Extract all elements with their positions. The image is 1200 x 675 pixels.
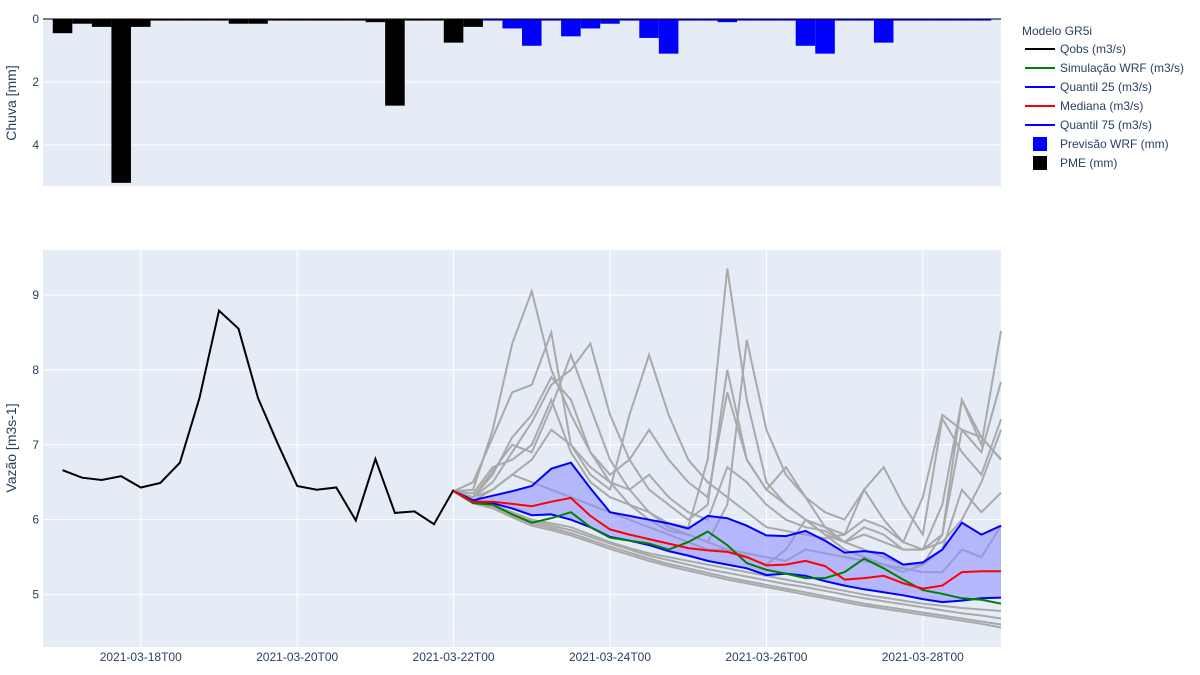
wrf-rain-bar	[639, 19, 659, 38]
wrf-rain-bar	[834, 19, 855, 21]
wrf-rain-bar	[678, 19, 698, 21]
median-line	[453, 490, 1001, 590]
legend-box-swatch	[1033, 156, 1047, 170]
wrf-rain-bar	[482, 19, 503, 21]
flow-y-tick-label: 9	[32, 288, 39, 302]
wrf-rain-bar	[717, 19, 738, 23]
ensemble-member-line	[453, 375, 1002, 551]
pme-bar	[228, 19, 249, 24]
flow-x-tick-label: 2021-03-24T00	[569, 650, 651, 664]
quantile-band	[453, 462, 1002, 603]
legend-entry[interactable]: Quantil 25 (m3/s)	[1025, 80, 1152, 94]
pme-bar	[209, 19, 229, 21]
wrf-rain-bar	[971, 19, 992, 21]
rain-y-axis-title: Chuva [mm]	[3, 65, 19, 140]
pme-bar	[170, 19, 190, 21]
ensemble-member-line	[453, 287, 1002, 544]
flow-y-tick-label: 5	[32, 588, 39, 602]
pme-bar	[287, 19, 307, 21]
pme-bar	[404, 19, 425, 21]
wrf-rain-bar	[776, 19, 796, 21]
pme-bar	[365, 19, 386, 23]
pme-bar	[72, 19, 92, 24]
legend-box-swatch	[1033, 137, 1047, 151]
pme-bar	[463, 19, 483, 27]
legend-entry[interactable]: Quantil 75 (m3/s)	[1025, 118, 1152, 132]
flow-y-tick-label: 7	[32, 438, 39, 452]
flow-y-axis-title: Vazão [m3s-1]	[3, 403, 19, 492]
wrf-rain-bar	[697, 19, 718, 21]
flow-x-tick-label: 2021-03-28T00	[882, 650, 964, 664]
legend-label: Simulação WRF (m3/s)	[1060, 61, 1184, 75]
pme-bar	[306, 19, 327, 21]
rain-plot-area	[43, 19, 1001, 186]
flow-x-tick-label: 2021-03-18T00	[100, 650, 182, 664]
q25-line	[453, 490, 1002, 604]
ensemble-member-line	[453, 490, 1002, 626]
pme-bar	[385, 19, 405, 106]
wrf-rain-bar	[502, 19, 522, 29]
legend-label: Previsão WRF (mm)	[1060, 137, 1169, 151]
ensemble-member-line	[453, 490, 1002, 620]
legend-entry[interactable]: Previsão WRF (mm)	[1033, 137, 1169, 151]
pme-bar	[346, 19, 366, 21]
wrf-rain-bar	[561, 19, 581, 37]
rain-y-tick-label: 0	[32, 12, 39, 26]
wrf-rain-bar	[873, 19, 894, 43]
flow-y-tick-label: 6	[32, 513, 39, 527]
wrf-rain-bar	[795, 19, 816, 46]
pme-bar	[267, 19, 288, 21]
legend-label: Quantil 25 (m3/s)	[1060, 80, 1152, 94]
flow-x-tick-label: 2021-03-26T00	[725, 650, 807, 664]
qobs-line	[62, 308, 455, 526]
q75-line	[453, 461, 1002, 566]
rain-y-tick-label: 2	[32, 75, 39, 89]
sim-wrf-line	[453, 490, 1002, 605]
wrf-rain-bar	[893, 19, 914, 21]
ensemble-member-line	[453, 490, 1002, 612]
wrf-rain-bar	[658, 19, 679, 54]
legend-entry[interactable]: Qobs (m3/s)	[1025, 42, 1126, 56]
legend-title: Modelo GR5i	[1022, 24, 1092, 38]
wrf-rain-bar	[541, 19, 562, 21]
ensemble-member-line	[453, 328, 1002, 551]
legend-label: Quantil 75 (m3/s)	[1060, 118, 1152, 132]
rain-y-tick-label: 4	[32, 138, 39, 152]
pme-bar	[189, 19, 210, 21]
pme-bar	[111, 19, 131, 183]
legend-entry[interactable]: PME (mm)	[1033, 156, 1117, 170]
flow-x-tick-label: 2021-03-20T00	[256, 650, 338, 664]
pme-bar	[91, 19, 112, 27]
legend: Modelo GR5i Qobs (m3/s) Simulação WRF (m3…	[1022, 24, 1184, 170]
wrf-rain-bar	[854, 19, 874, 21]
wrf-rain-bar	[580, 19, 601, 29]
wrf-rain-bar	[522, 19, 542, 46]
pme-bar	[424, 19, 444, 21]
legend-label: PME (mm)	[1060, 156, 1117, 170]
wrf-rain-bar	[756, 19, 777, 21]
legend-entry[interactable]: Simulação WRF (m3/s)	[1025, 61, 1184, 75]
pme-bar	[52, 19, 73, 34]
flow-y-tick-label: 8	[32, 363, 39, 377]
wrf-rain-bar	[815, 19, 835, 54]
legend-entry[interactable]: Mediana (m3/s)	[1025, 99, 1143, 113]
legend-label: Qobs (m3/s)	[1060, 42, 1126, 56]
flow-x-tick-label: 2021-03-22T00	[413, 650, 495, 664]
pme-bar	[248, 19, 268, 24]
wrf-rain-bar	[600, 19, 620, 24]
wrf-rain-bar	[932, 19, 953, 21]
pme-bar	[150, 19, 171, 21]
pme-bar	[443, 19, 464, 43]
legend-label: Mediana (m3/s)	[1060, 99, 1143, 113]
ensemble-member-line	[453, 490, 1002, 629]
ensemble-member-line	[453, 341, 1002, 538]
wrf-rain-bar	[913, 19, 933, 21]
wrf-rain-bar	[952, 19, 972, 21]
pme-bar	[326, 19, 347, 21]
pme-bar	[130, 19, 151, 27]
wrf-rain-bar	[737, 19, 757, 21]
wrf-rain-bar	[619, 19, 640, 21]
